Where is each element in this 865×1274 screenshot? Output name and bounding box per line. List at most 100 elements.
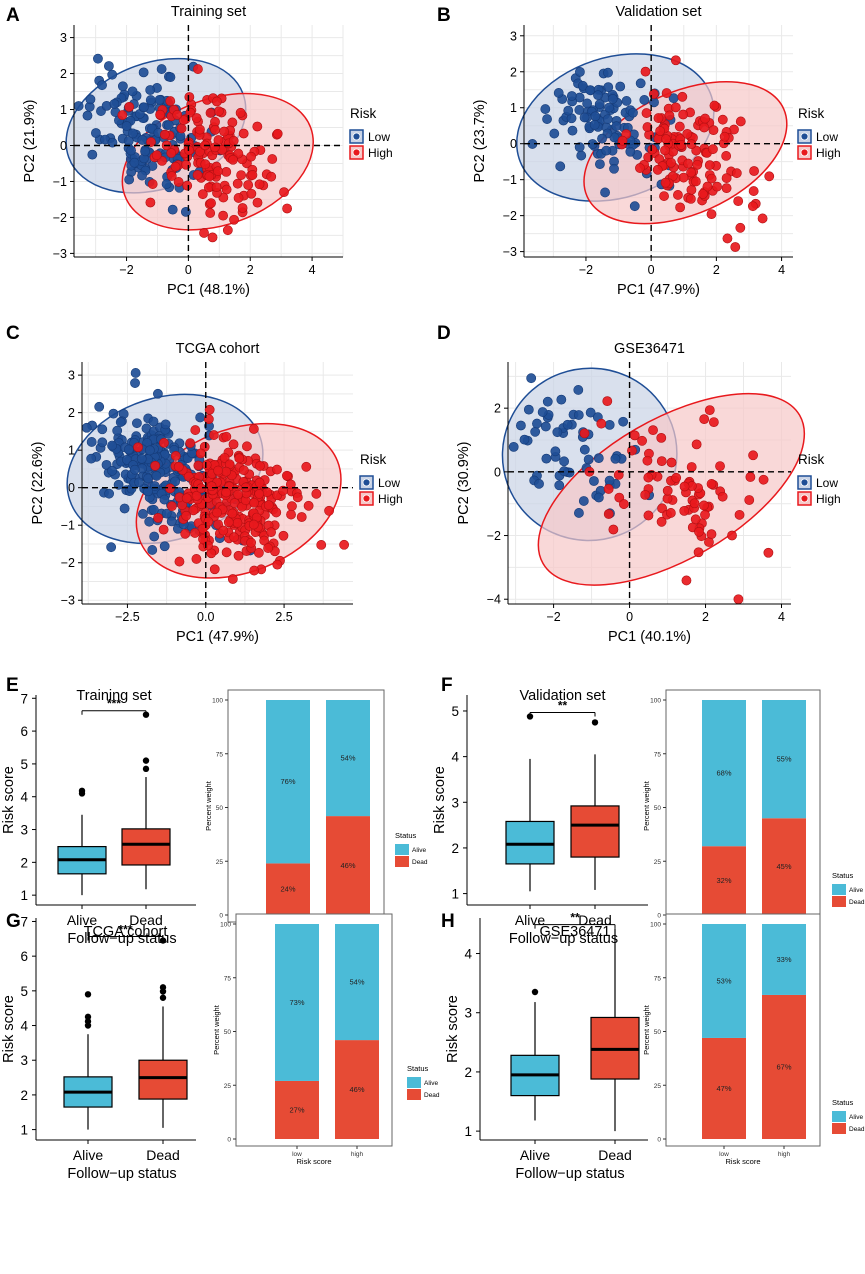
x-tick-label: Dead <box>578 912 611 928</box>
point-high <box>174 556 185 567</box>
point-high <box>190 528 200 538</box>
point-high <box>286 509 296 520</box>
y-tick-label: 2 <box>20 1088 28 1103</box>
point-high <box>173 461 184 472</box>
panel-letter: C <box>6 323 20 344</box>
outlier-point <box>142 757 150 764</box>
x-axis-title: Risk score <box>725 1157 760 1166</box>
point-high <box>708 417 719 427</box>
outlier-point <box>159 994 167 1001</box>
point-low <box>81 422 92 433</box>
point-high <box>681 575 692 586</box>
point-high <box>617 135 628 146</box>
point-high <box>259 535 270 546</box>
point-high <box>708 125 719 136</box>
point-high <box>579 428 590 439</box>
point-low <box>604 475 615 486</box>
point-high <box>678 172 689 183</box>
point-low <box>601 145 612 156</box>
point-low <box>593 492 604 503</box>
point-high <box>706 479 717 489</box>
point-low <box>144 445 155 456</box>
y-tick-label: 25 <box>654 859 662 866</box>
point-high <box>747 201 758 212</box>
point-high <box>145 197 156 208</box>
point-high <box>627 445 637 456</box>
point-low <box>148 504 159 515</box>
bar-dead-high <box>762 994 806 1139</box>
x-axis-title: Follow−up status <box>515 1166 624 1182</box>
y-tick-label: 3 <box>510 29 517 43</box>
panel-letter: A <box>6 5 20 26</box>
point-high <box>693 547 704 558</box>
point-high <box>665 508 676 518</box>
point-high <box>642 122 653 132</box>
y-tick-label: 2 <box>464 1065 472 1080</box>
point-high <box>133 442 143 453</box>
point-low <box>86 437 97 447</box>
y-tick-label: 1 <box>464 1124 472 1139</box>
y-tick-label: 2 <box>510 65 517 79</box>
point-high <box>150 460 161 471</box>
point-low <box>106 542 117 553</box>
x-axis-title: Follow−up status <box>67 931 176 947</box>
legend-title: Status <box>395 831 417 840</box>
point-high <box>263 543 273 553</box>
legend-label-dead: Dead <box>849 899 865 906</box>
point-low <box>149 531 160 542</box>
point-high <box>671 472 682 483</box>
box-alive <box>505 820 555 865</box>
point-high <box>173 177 184 187</box>
point-low <box>562 419 573 430</box>
point-high <box>602 396 613 407</box>
point-high <box>192 170 203 180</box>
point-high <box>229 532 239 543</box>
point-high <box>708 144 718 155</box>
x-tick-label: −2.5 <box>115 610 140 624</box>
point-high <box>205 108 216 118</box>
point-high <box>691 439 702 450</box>
point-low <box>144 516 155 527</box>
point-high <box>692 159 703 170</box>
y-tick-label: 50 <box>654 1029 662 1036</box>
bar-dead-low <box>275 1080 319 1139</box>
outlier-point <box>591 719 599 726</box>
panel-letter: B <box>437 5 451 26</box>
point-high <box>656 456 667 467</box>
bar-label-alive: 33% <box>776 955 791 964</box>
panel-title: TCGA cohort <box>84 924 168 940</box>
point-high <box>249 497 259 508</box>
point-high <box>176 123 187 134</box>
point-low <box>615 81 626 92</box>
y-tick-label: 25 <box>654 1083 662 1090</box>
y-tick-label: 0 <box>60 139 67 153</box>
point-high <box>208 430 219 440</box>
point-low <box>550 446 561 457</box>
point-high <box>267 154 278 164</box>
point-high <box>727 530 737 541</box>
point-low <box>107 465 117 476</box>
status-legend: Status Alive Dead <box>407 1064 440 1100</box>
point-high <box>219 126 230 137</box>
y-tick-label: 5 <box>20 757 28 772</box>
point-high <box>166 501 177 512</box>
x-tick-label: low <box>292 1151 302 1158</box>
x-tick-label: 2 <box>713 263 720 277</box>
point-high <box>640 66 651 77</box>
x-axis-title: PC1 (47.9%) <box>176 629 259 645</box>
point-high <box>266 527 276 538</box>
point-high <box>246 537 257 548</box>
point-low <box>145 95 156 105</box>
y-tick-label: 5 <box>451 704 459 719</box>
stacked-bar-panel-h: 0 25 50 75 100 47% 53% low 67% 33% high Risk score P… <box>642 913 865 1166</box>
point-low <box>136 453 147 464</box>
y-tick-label: 1 <box>20 888 28 903</box>
x-tick-label: 0.0 <box>197 610 214 624</box>
bar-dead-low <box>266 863 310 915</box>
point-high <box>700 113 710 124</box>
point-high <box>316 540 327 550</box>
point-low <box>195 412 206 423</box>
point-high <box>699 414 710 425</box>
point-high <box>757 213 768 224</box>
